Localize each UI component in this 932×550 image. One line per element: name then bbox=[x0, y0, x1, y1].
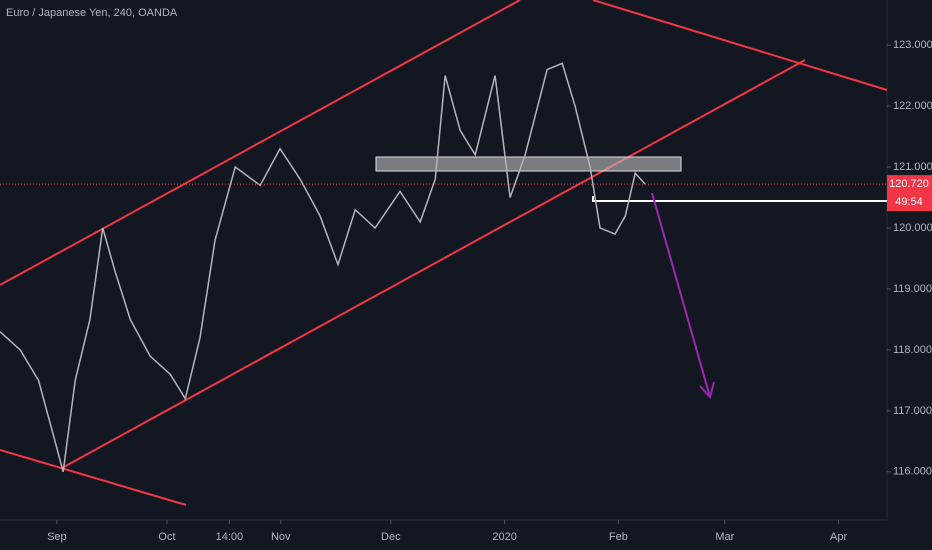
zone bbox=[375, 156, 682, 172]
trend-line bbox=[0, 449, 187, 506]
x-tick-label: 2020 bbox=[492, 531, 516, 543]
y-tick-label: 117.000 bbox=[893, 405, 932, 417]
x-tick-label: Mar bbox=[715, 531, 734, 543]
channel-lower bbox=[61, 59, 806, 469]
y-tick-label: 122.000 bbox=[893, 100, 932, 112]
arrow-head bbox=[699, 381, 715, 400]
x-tick-label: Nov bbox=[271, 531, 291, 543]
current-price-box bbox=[887, 175, 932, 212]
x-tick-label: Dec bbox=[381, 531, 401, 543]
y-tick-label: 121.000 bbox=[893, 161, 932, 173]
support-line bbox=[592, 196, 887, 202]
timer-label: 49:54 bbox=[895, 196, 923, 208]
y-tick-label: 119.000 bbox=[893, 283, 932, 295]
chart-title: Euro / Japanese Yen, 240, OANDA bbox=[6, 7, 178, 19]
x-tick-label: Oct bbox=[158, 531, 175, 543]
x-tick-label: Feb bbox=[609, 531, 628, 543]
x-tick-label: Apr bbox=[830, 531, 847, 543]
price-line bbox=[0, 62, 646, 473]
y-tick-label: 120.000 bbox=[893, 222, 932, 234]
channel-upper bbox=[0, 0, 521, 286]
x-tick-label: 14:00 bbox=[216, 531, 244, 543]
arrow bbox=[651, 192, 711, 398]
y-tick-label: 123.000 bbox=[893, 39, 932, 51]
y-tick-label: 116.000 bbox=[893, 466, 932, 478]
y-tick-label: 118.000 bbox=[893, 344, 932, 356]
drawings bbox=[0, 0, 888, 506]
current-price-label: 120.720 bbox=[889, 178, 929, 190]
trend-line bbox=[592, 0, 888, 91]
x-tick-label: Sep bbox=[47, 531, 67, 543]
